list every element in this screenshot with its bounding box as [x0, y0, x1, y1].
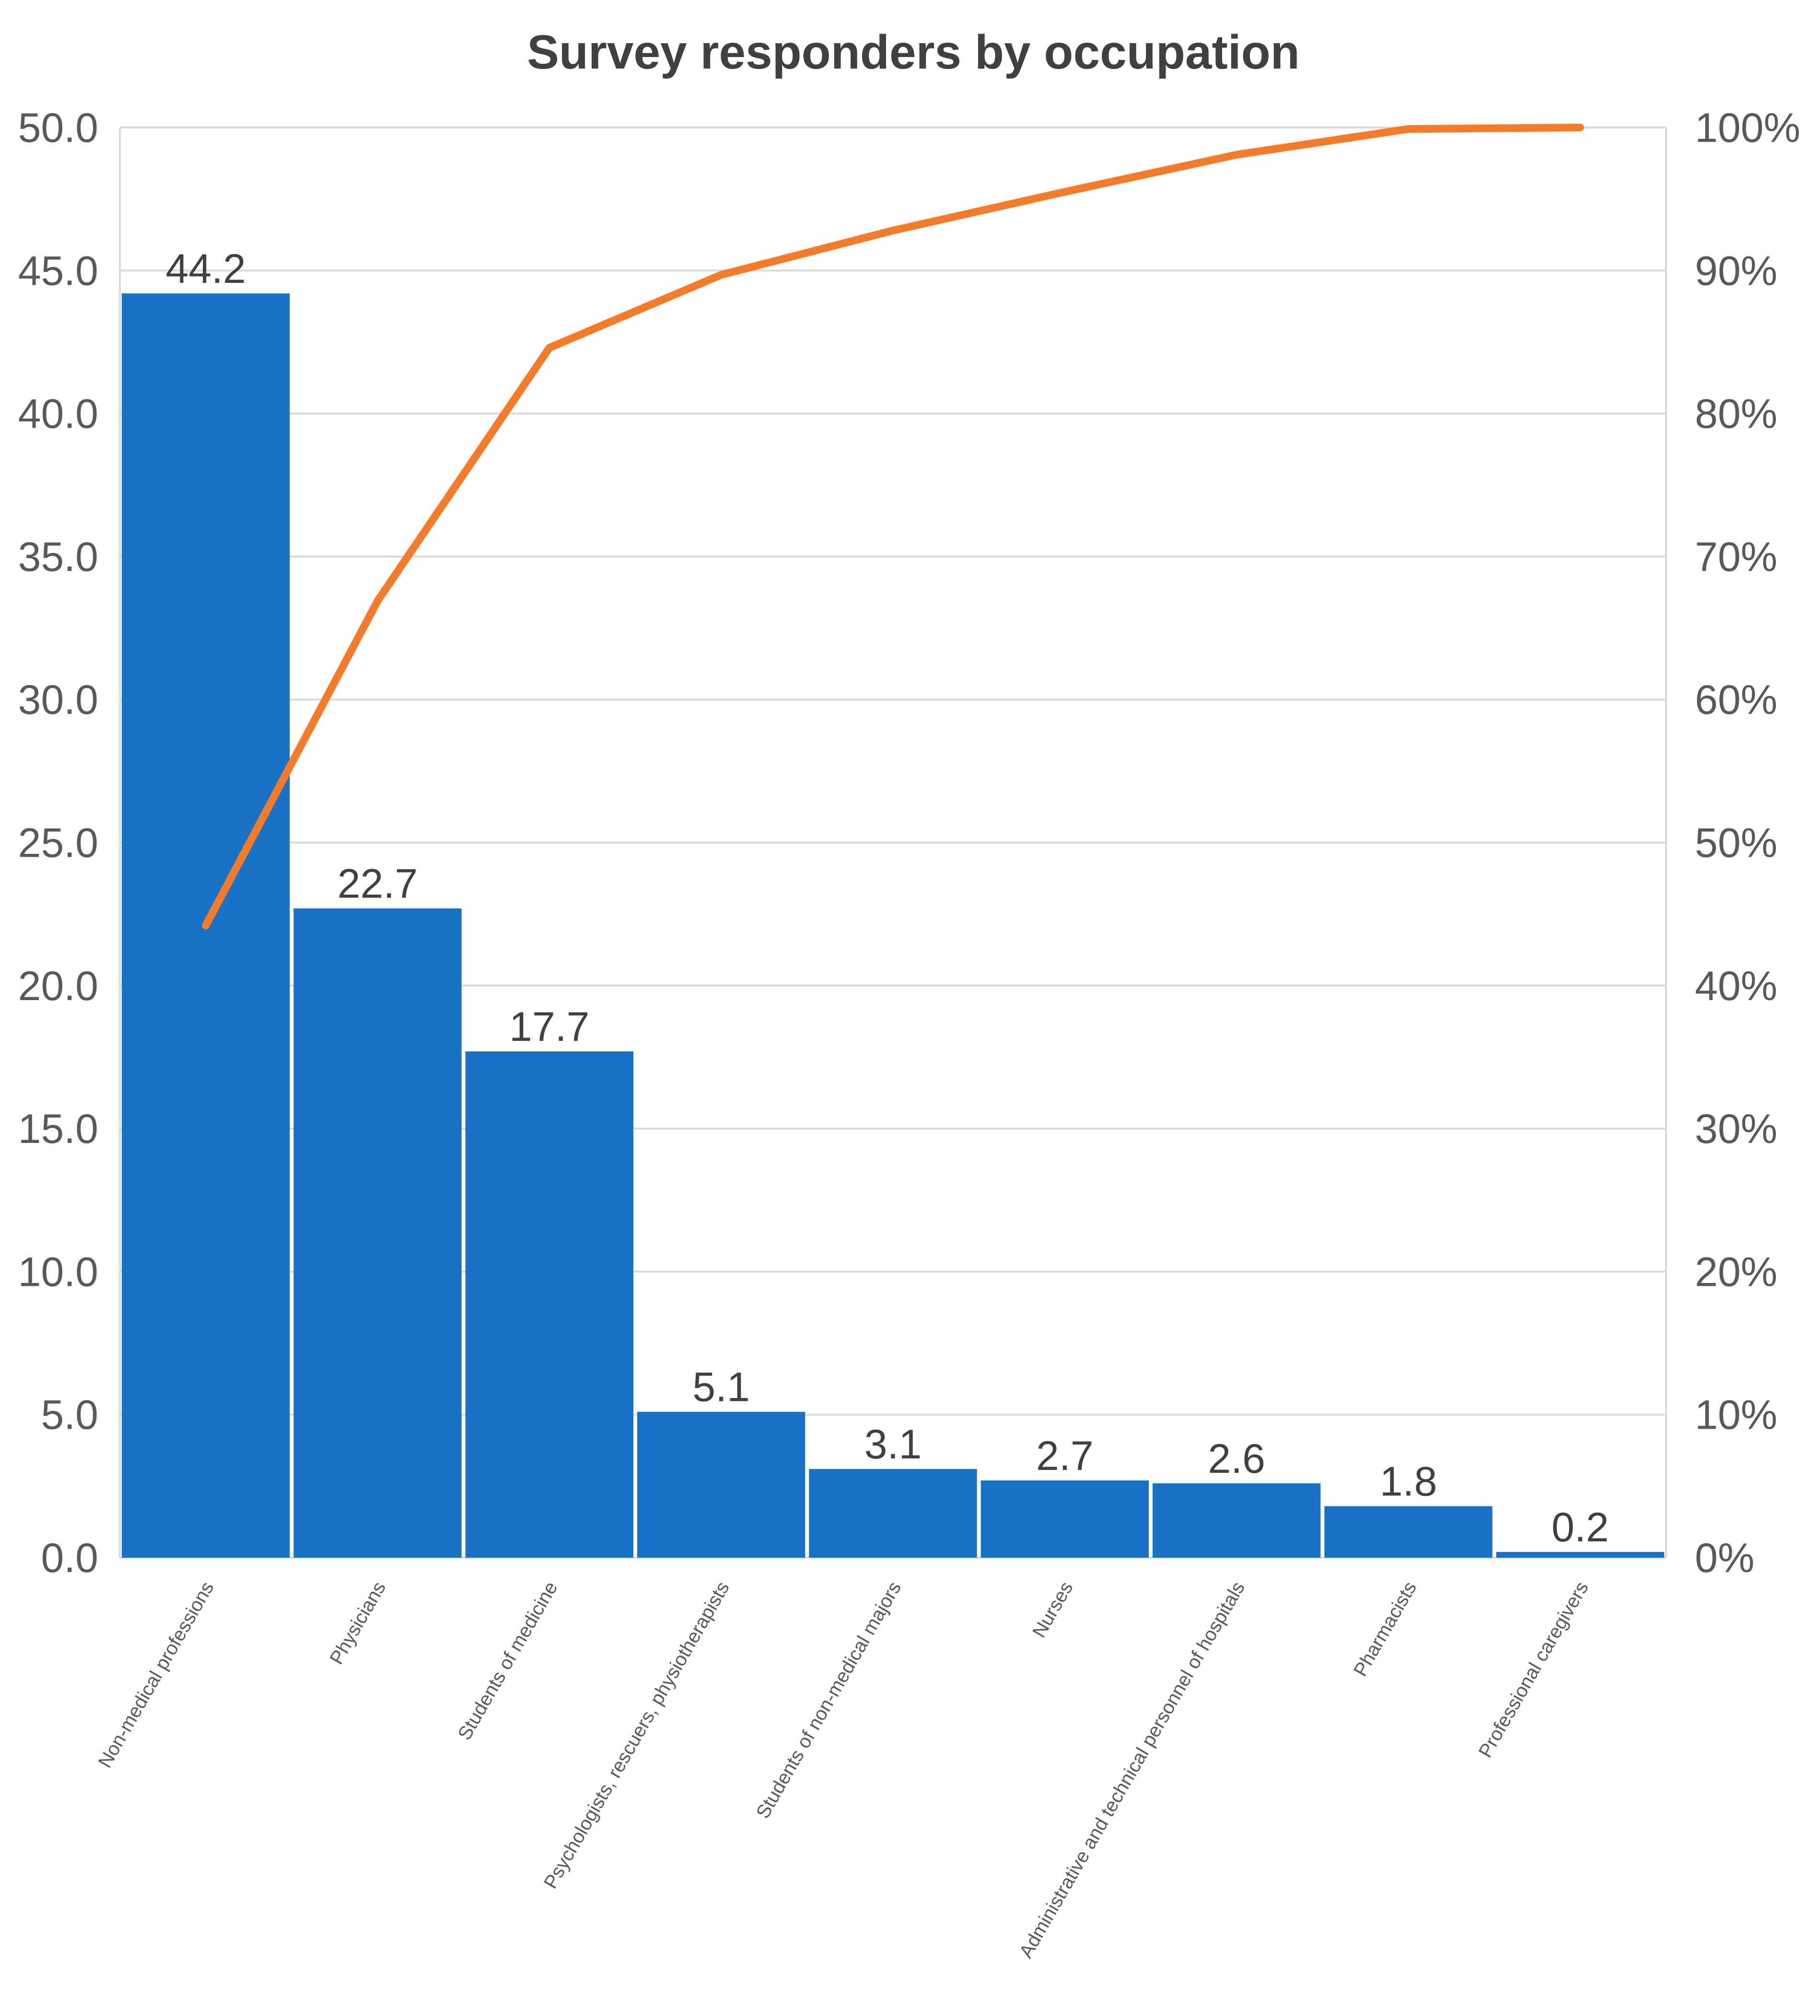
y-tick-label-left: 30.0 — [18, 677, 98, 723]
y-tick-label-left: 10.0 — [18, 1249, 98, 1295]
bar-data-label: 0.2 — [1552, 1504, 1609, 1550]
y-tick-label-left: 0.0 — [41, 1535, 98, 1581]
y-tick-label-right: 100% — [1695, 105, 1800, 151]
cumulative-line-series — [202, 124, 1584, 930]
bar — [1153, 1483, 1321, 1558]
y-tick-label-left: 50.0 — [18, 105, 98, 151]
y-tick-label-right: 50% — [1695, 820, 1777, 866]
y-tick-label-right: 0% — [1695, 1535, 1754, 1581]
bar — [637, 1411, 805, 1558]
y-tick-label-right: 10% — [1695, 1392, 1777, 1438]
y-tick-label-left: 45.0 — [18, 248, 98, 294]
bar — [1324, 1506, 1493, 1558]
data-labels: 44.2 22.7 17.7 5.1 3.1 2.7 2.6 1.8 0.2 — [165, 246, 1609, 1550]
bar — [1496, 1552, 1664, 1558]
cumulative-line — [202, 124, 1584, 930]
y-tick-label-right: 20% — [1695, 1249, 1777, 1295]
y-tick-label-left: 15.0 — [18, 1106, 98, 1152]
bar — [465, 1051, 633, 1558]
bar-data-label: 2.7 — [1036, 1433, 1094, 1479]
y-tick-label-right: 80% — [1695, 391, 1777, 437]
bar — [293, 908, 462, 1558]
chart-title: Survey responders by occupation — [527, 25, 1300, 79]
y-tick-label-right: 40% — [1695, 963, 1777, 1009]
bar — [980, 1480, 1149, 1558]
bar-data-label: 2.6 — [1208, 1436, 1265, 1482]
y-tick-label-right: 30% — [1695, 1106, 1777, 1152]
y-axis-left: 0.0 5.0 10.0 15.0 20.0 25.0 30.0 35.0 40.0 45.0 50… — [18, 105, 98, 1581]
y-tick-label-left: 5.0 — [41, 1392, 98, 1438]
bar-data-label: 1.8 — [1380, 1459, 1437, 1505]
y-tick-label-left: 25.0 — [18, 820, 98, 866]
y-tick-label-right: 70% — [1695, 534, 1777, 580]
y-axis-right: 0% 10% 20% 30% 40% 50% 60% 70% 80% 90% 100% — [1695, 105, 1800, 1581]
y-tick-label-left: 35.0 — [18, 534, 98, 580]
bar-data-label: 44.2 — [165, 246, 245, 292]
y-tick-label-left: 20.0 — [18, 963, 98, 1009]
bar-data-label: 22.7 — [338, 861, 418, 907]
bar-data-label: 3.1 — [864, 1422, 922, 1468]
y-tick-label-right: 90% — [1695, 248, 1777, 294]
y-tick-label-left: 40.0 — [18, 391, 98, 437]
y-tick-label-right: 60% — [1695, 677, 1777, 723]
bar-data-label: 5.1 — [692, 1364, 750, 1410]
bar-data-label: 17.7 — [509, 1004, 589, 1050]
bar — [809, 1469, 977, 1558]
